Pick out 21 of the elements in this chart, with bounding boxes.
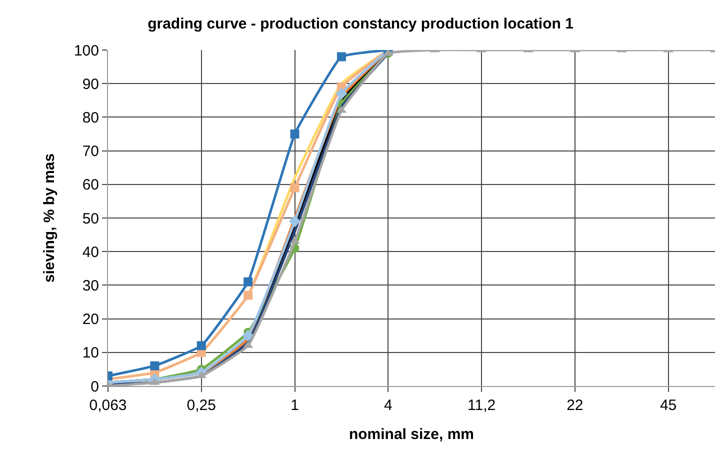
y-tick-label: 80 <box>82 109 99 126</box>
y-tick-label: 10 <box>82 344 99 362</box>
y-axis-title: sieving, % by mas <box>41 153 58 283</box>
y-tick-label: 90 <box>82 76 99 93</box>
y-tick-label: 50 <box>82 210 99 228</box>
x-tick-label: 1 <box>290 397 299 414</box>
x-tick-label: 45 <box>660 397 677 414</box>
y-tick-label: 60 <box>82 176 99 194</box>
y-tick-label: 100 <box>74 42 99 60</box>
x-tick-label: 4 <box>384 397 392 414</box>
x-tick-label: 0,25 <box>186 397 216 414</box>
y-tick-label: 20 <box>82 311 99 328</box>
x-tick-label: 11,2 <box>467 397 496 414</box>
x-axis-title: nominal size, mm <box>348 426 474 443</box>
x-tick-label: 22 <box>566 397 584 414</box>
x-tick-label: 0,063 <box>89 397 127 414</box>
y-tick-label: 70 <box>82 143 99 160</box>
y-tick-label: 0 <box>90 378 99 396</box>
y-tick-label: 30 <box>82 277 99 294</box>
y-tick-label: 40 <box>82 244 99 261</box>
chart-title: grading curve - production constancy production location 1 <box>148 16 574 33</box>
